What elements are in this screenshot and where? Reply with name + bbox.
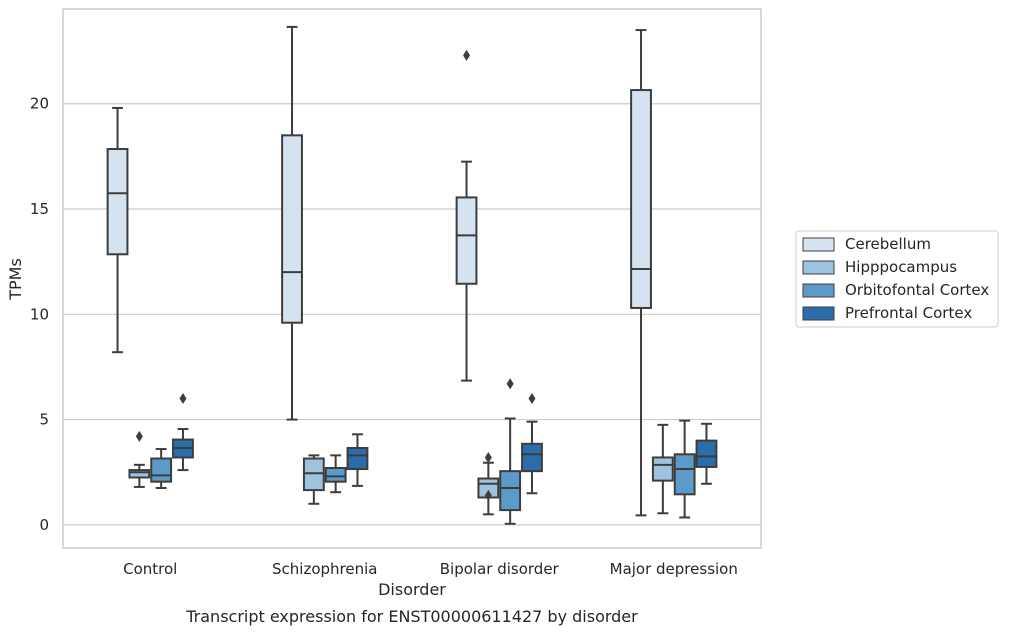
figure-caption: Transcript expression for ENST0000061142… [185, 607, 638, 626]
box-iqr [673, 453, 696, 496]
box-cerebellum [455, 49, 478, 382]
outlier-point [506, 378, 514, 390]
box-iqr [651, 456, 674, 482]
outlier-point [484, 489, 492, 501]
outlier-point [135, 430, 143, 442]
box-iqr [521, 442, 543, 473]
legend-label: Orbitofontal Cortex [845, 281, 989, 299]
x-tick-label: Schizophrenia [272, 560, 377, 578]
box-orbitofontal-cortex [499, 378, 522, 525]
legend-label: Prefrontal Cortex [845, 304, 972, 322]
box-hipppocampus [128, 430, 151, 488]
outlier-point [484, 451, 492, 463]
box-prefrontal-cortex [695, 422, 718, 485]
box-hipppocampus [651, 423, 674, 515]
box-iqr [128, 469, 151, 479]
legend-label: Cerebellum [845, 235, 931, 253]
x-tick-labels: Control Schizophrenia Bipolar disorder Majo… [123, 560, 738, 578]
box-cerebellum [281, 25, 303, 421]
x-tick-label: Major depression [610, 560, 738, 578]
box-orbitofontal-cortex [673, 419, 696, 519]
box-orbitofontal-cortex [324, 454, 347, 494]
box-prefrontal-cortex [172, 393, 194, 472]
box-iqr [695, 439, 718, 468]
box-iqr [281, 134, 303, 324]
y-tick-label: 20 [30, 95, 49, 113]
box-iqr [455, 196, 478, 285]
y-tick-label: 15 [30, 200, 49, 218]
y-tick-label: 10 [30, 305, 49, 323]
plot-area-frame [62, 8, 762, 549]
outlier-point [179, 393, 187, 405]
box-hipppocampus [477, 451, 500, 516]
outlier-point [463, 49, 471, 61]
y-tick-label: 0 [39, 516, 49, 534]
legend: Cerebellum Hipppocampus Orbitofontal Corte… [795, 230, 999, 328]
y-axis-label: TPMs [6, 258, 25, 301]
box-iqr [346, 446, 369, 471]
x-tick-label: Control [123, 560, 177, 578]
box-hipppocampus [302, 454, 325, 505]
box-orbitofontal-cortex [150, 448, 173, 489]
y-tick-labels: 0 5 10 15 20 [30, 95, 49, 534]
box-cerebellum [106, 106, 129, 354]
legend-label: Hipppocampus [845, 258, 957, 276]
box-iqr [630, 89, 652, 309]
box-iqr [150, 457, 173, 483]
box-iqr [499, 470, 522, 512]
legend-swatch [802, 237, 835, 252]
legend-swatch [802, 260, 835, 275]
y-tick-label: 5 [39, 411, 49, 429]
legend-swatch [802, 306, 835, 321]
box-prefrontal-cortex [521, 393, 543, 495]
outlier-point [528, 393, 536, 405]
legend-frame [795, 230, 999, 328]
box-iqr [106, 148, 129, 256]
box-cerebellum [630, 29, 652, 517]
box-iqr [302, 457, 325, 492]
x-tick-label: Bipolar disorder [440, 560, 560, 578]
legend-swatch [802, 283, 835, 298]
box-iqr [324, 466, 347, 483]
box-plot-marks [106, 25, 718, 525]
box-prefrontal-cortex [346, 433, 369, 487]
x-axis-label: Disorder [378, 580, 446, 599]
